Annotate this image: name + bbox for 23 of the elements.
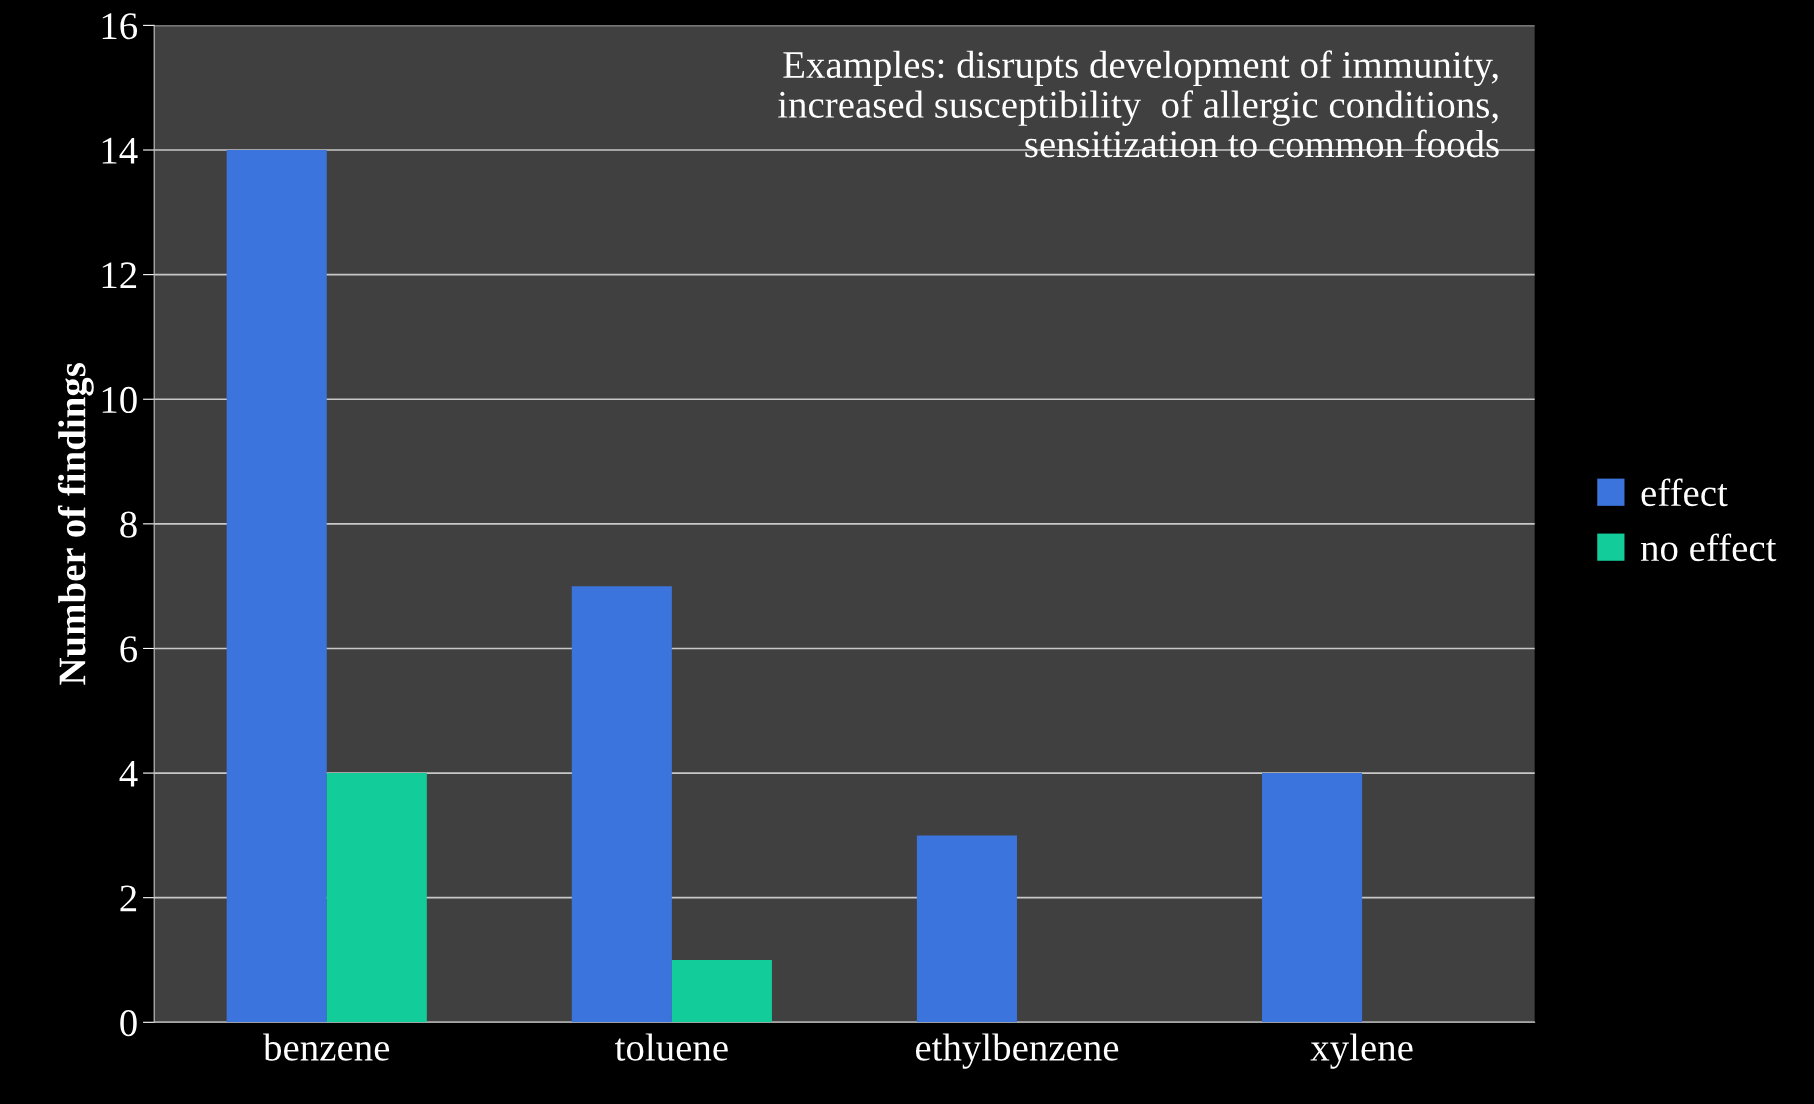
y-tick-label: 0 [120, 1009, 137, 1037]
legend-label: no effect [1640, 533, 1777, 562]
y-tick-label: 6 [120, 636, 138, 663]
bar [671, 960, 772, 1023]
legend-label: effect [1641, 478, 1728, 507]
bar [326, 773, 427, 1023]
x-tick-label: benzene [263, 1033, 390, 1061]
x-tick-label: xylene [1310, 1033, 1413, 1069]
y-axis-title: Number of findings [57, 363, 94, 685]
y-tick-label: 16 [102, 13, 138, 40]
y-tick-label: 12 [102, 262, 137, 289]
y-tick-label: 8 [120, 511, 137, 538]
x-tick-label: ethylbenzene [915, 1033, 1119, 1069]
y-tick-label: 10 [102, 386, 137, 414]
y-tick-label: 2 [120, 885, 137, 912]
bar [571, 586, 672, 1023]
annotation: Examples: disrupts development of immunity, increased susceptibility of allergic conditions, sensitization to common foods [778, 50, 1499, 158]
x-tick-label: toluene [615, 1033, 728, 1061]
y-tick-label: 14 [102, 137, 138, 164]
bar [916, 835, 1017, 1023]
y-tick-label: 4 [119, 760, 138, 787]
bar [1262, 773, 1363, 1023]
bar [226, 150, 327, 1023]
